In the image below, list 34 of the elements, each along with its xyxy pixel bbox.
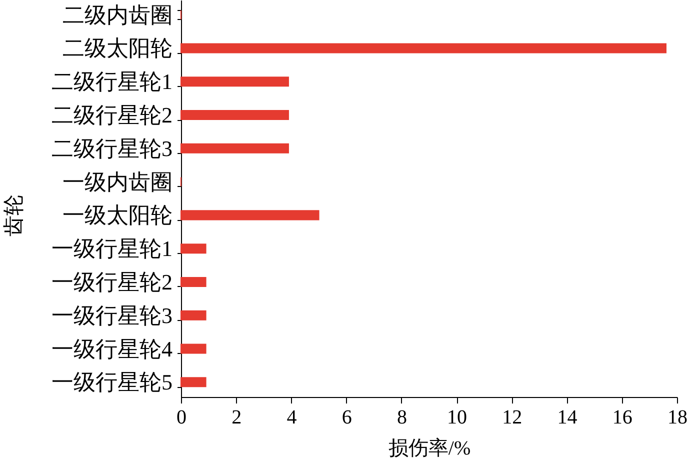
y-tick-label: 一级内齿圈	[62, 169, 172, 194]
y-tick-label: 二级内齿圈	[62, 2, 172, 28]
x-tick-label: 16	[612, 406, 632, 428]
bar	[180, 344, 206, 354]
x-tick-label: 0	[176, 406, 186, 428]
bar	[180, 76, 289, 87]
x-tick-label: 14	[557, 406, 578, 428]
y-tick-label: 一级行星轮2	[52, 269, 172, 294]
bar	[180, 110, 289, 120]
y-tick-label: 二级太阳轮	[62, 36, 172, 61]
bar	[180, 310, 206, 320]
y-tick-label: 二级行星轮1	[52, 69, 172, 94]
y-tick-label: 一级行星轮1	[52, 236, 172, 262]
bar	[180, 210, 320, 220]
x-tick-label: 2	[232, 406, 242, 428]
x-tick-label: 12	[502, 406, 522, 428]
y-tick-label: 一级行星轮3	[52, 302, 172, 328]
bar	[180, 244, 206, 254]
y-tick-label: 二级行星轮2	[52, 102, 172, 128]
bar	[180, 377, 206, 388]
y-tick-label: 一级太阳轮	[62, 202, 172, 228]
x-axis-title: 损伤率/%	[388, 438, 471, 460]
x-tick-label: 8	[396, 406, 407, 428]
y-tick-label: 一级行星轮5	[52, 370, 172, 395]
y-tick-label: 一级行星轮4	[52, 336, 172, 362]
x-tick-label: 4	[286, 406, 297, 428]
x-tick-label: 18	[668, 406, 688, 428]
y-tick-label: 二级行星轮3	[52, 136, 172, 161]
x-tick-label: 10	[447, 406, 468, 428]
x-tick-label: 6	[342, 406, 352, 428]
y-axis-title: 齿轮	[2, 194, 26, 236]
bar	[180, 143, 289, 154]
bar	[180, 276, 206, 287]
bar	[180, 43, 666, 54]
